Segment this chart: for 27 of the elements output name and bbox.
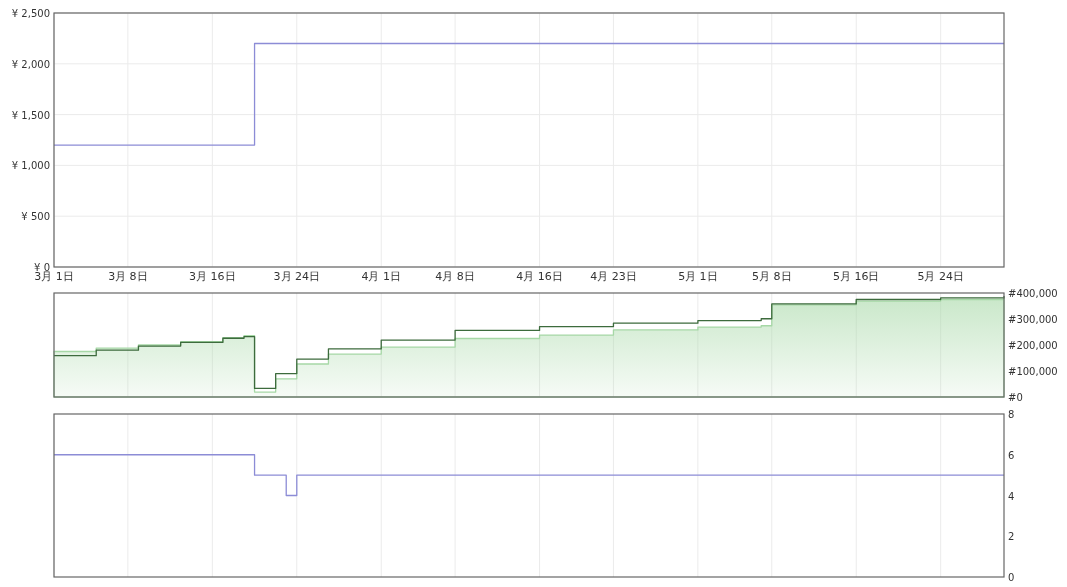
- y2-tick-label: 4: [1008, 490, 1015, 502]
- x-tick-label: 3月 1日: [34, 270, 74, 283]
- y2-tick-label: #300,000: [1008, 314, 1058, 325]
- y2-tick-label: #100,000: [1008, 366, 1058, 377]
- y2-tick-label: 2: [1008, 531, 1015, 543]
- x-tick-label: 3月 24日: [273, 270, 321, 283]
- x-tick-label: 5月 8日: [752, 270, 792, 283]
- x-tick-label: 4月 23日: [590, 270, 637, 283]
- y-tick-label: ¥ 1,000: [11, 160, 50, 172]
- y2-tick-label: 0: [1008, 572, 1015, 583]
- x-tick-label: 5月 1日: [678, 270, 718, 283]
- x-tick-label: 4月 8日: [435, 270, 475, 283]
- y2-tick-label: #200,000: [1008, 340, 1058, 351]
- y-tick-label: ¥ 2,000: [11, 58, 50, 70]
- y2-tick-label: #0: [1008, 392, 1023, 403]
- x-tick-label: 4月 1日: [361, 270, 401, 283]
- y2-tick-label: 6: [1008, 449, 1015, 461]
- x-tick-label: 5月 16日: [832, 270, 880, 283]
- x-tick-label: 4月 16日: [516, 270, 563, 283]
- x-tick-label: 5月 24日: [917, 270, 964, 283]
- y-tick-label: ¥ 2,500: [11, 8, 50, 19]
- y-tick-label: ¥ 1,500: [11, 109, 50, 121]
- y-tick-label: ¥ 500: [21, 211, 50, 223]
- y2-tick-label: 8: [1008, 409, 1015, 420]
- x-tick-label: 3月 8日: [108, 270, 148, 283]
- y2-tick-label: #400,000: [1008, 288, 1058, 299]
- x-tick-label: 3月 16日: [189, 270, 236, 283]
